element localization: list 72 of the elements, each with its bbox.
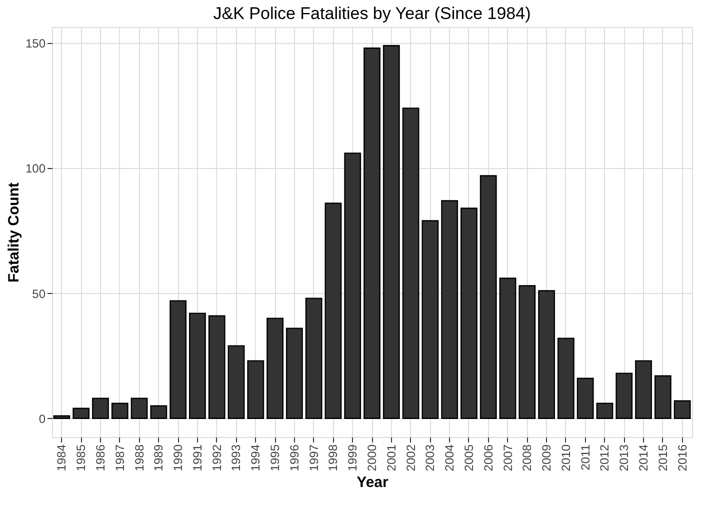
x-tick-label: 1995 bbox=[268, 444, 282, 472]
x-tick-label: 2002 bbox=[404, 444, 418, 472]
bar bbox=[344, 152, 362, 419]
bar bbox=[674, 400, 691, 419]
bar bbox=[208, 315, 226, 419]
bar bbox=[228, 345, 245, 419]
bar bbox=[305, 298, 322, 419]
x-tick-label: 2005 bbox=[462, 444, 476, 472]
x-tick-label: 2000 bbox=[365, 444, 379, 472]
x-tick-label: 1996 bbox=[287, 444, 302, 472]
x-tick-label: 1988 bbox=[132, 444, 146, 472]
x-tick-label: 1986 bbox=[93, 444, 108, 472]
x-tick-label: 2011 bbox=[578, 444, 592, 470]
bar bbox=[538, 290, 555, 419]
x-tick-label: 2012 bbox=[598, 444, 612, 472]
x-tick-label: 2003 bbox=[423, 444, 438, 472]
x-tick-label: 2004 bbox=[442, 444, 457, 472]
bar bbox=[557, 338, 574, 419]
x-tick-label: 2007 bbox=[500, 444, 515, 472]
x-tick-label: 2016 bbox=[675, 444, 690, 472]
x-tick-label: 1998 bbox=[326, 444, 340, 472]
bar bbox=[382, 45, 400, 419]
x-tick-label: 2009 bbox=[540, 444, 554, 472]
x-tick-label: 1992 bbox=[210, 444, 224, 472]
bar bbox=[499, 278, 516, 419]
bar bbox=[189, 312, 206, 419]
bar bbox=[460, 208, 478, 419]
bar bbox=[596, 402, 614, 419]
bar bbox=[130, 398, 148, 419]
bar bbox=[170, 300, 187, 419]
x-tick-label: 2013 bbox=[617, 444, 632, 472]
y-axis-title: Fatality Count bbox=[5, 182, 22, 282]
bar bbox=[576, 378, 594, 419]
bar bbox=[92, 398, 109, 419]
x-tick-label: 1999 bbox=[346, 444, 360, 472]
bar bbox=[422, 220, 439, 419]
bar bbox=[111, 402, 128, 419]
x-tick-label: 1985 bbox=[74, 444, 88, 472]
x-tick-label: 2001 bbox=[384, 444, 398, 472]
x-tick-label: 2006 bbox=[481, 444, 496, 472]
x-tick-label: 2010 bbox=[558, 444, 573, 472]
bar bbox=[286, 328, 303, 419]
bar bbox=[364, 48, 380, 419]
x-tick-label: 1989 bbox=[152, 444, 166, 472]
y-tick-label: 0 bbox=[38, 412, 46, 426]
x-tick-label: 1993 bbox=[229, 444, 244, 472]
x-axis-title: Year bbox=[356, 474, 389, 492]
bar bbox=[616, 372, 633, 419]
bar bbox=[518, 285, 536, 419]
x-tick-label: 1990 bbox=[171, 444, 186, 472]
bar bbox=[635, 360, 652, 419]
x-tick-label: 1994 bbox=[248, 444, 263, 472]
bar bbox=[72, 408, 90, 419]
bar bbox=[150, 405, 168, 419]
chart-title: J&K Police Fatalities by Year (Since 1984) bbox=[213, 4, 531, 23]
y-tick-label: 150 bbox=[25, 36, 46, 51]
x-tick-label: 2015 bbox=[656, 444, 670, 472]
x-tick-label: 2008 bbox=[520, 444, 534, 472]
y-tick-label: 50 bbox=[32, 286, 46, 301]
x-tick-label: 1984 bbox=[54, 444, 69, 472]
x-tick-label: 2014 bbox=[636, 444, 651, 472]
bar bbox=[654, 375, 672, 419]
bar bbox=[266, 318, 284, 419]
x-tick-label: 1997 bbox=[306, 444, 321, 472]
x-tick-label: 1987 bbox=[112, 444, 127, 472]
bar bbox=[402, 108, 420, 419]
y-tick-label: 100 bbox=[25, 162, 46, 176]
bar bbox=[324, 202, 342, 419]
bar bbox=[441, 200, 458, 419]
bar bbox=[247, 360, 264, 419]
x-tick-label: 1991 bbox=[190, 444, 204, 472]
bar bbox=[480, 175, 497, 419]
